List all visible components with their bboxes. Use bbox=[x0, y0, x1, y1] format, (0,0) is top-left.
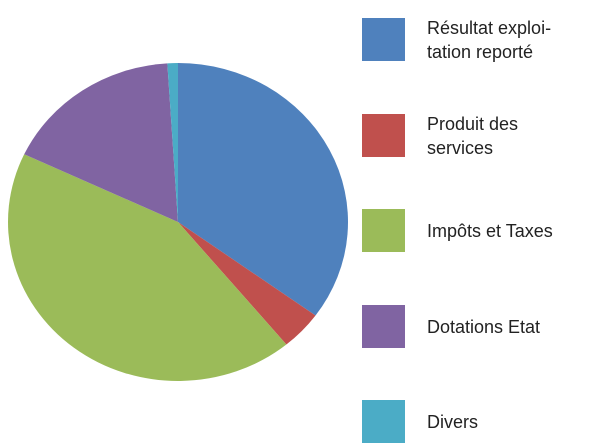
pie-slice bbox=[178, 63, 348, 316]
legend-entry: Dotations Etat bbox=[362, 304, 594, 349]
legend-entry: Produit des services bbox=[362, 113, 594, 158]
pie-slice bbox=[8, 154, 287, 381]
legend-swatch bbox=[362, 209, 405, 252]
legend-swatch bbox=[362, 113, 405, 157]
legend-label: Impôts et Taxes bbox=[427, 221, 553, 241]
legend-swatch bbox=[362, 304, 405, 348]
legend-label: Divers bbox=[427, 412, 479, 432]
pie-slice bbox=[178, 222, 316, 345]
legend-entry: Divers bbox=[362, 400, 594, 444]
legend-label: Résultat exploi- tation reporté bbox=[427, 18, 552, 62]
legend-swatch bbox=[362, 400, 405, 443]
legend-entry: Impôts et Taxes bbox=[362, 209, 594, 253]
legend-entry: Résultat exploi- tation reporté bbox=[362, 18, 594, 62]
legend-label: Dotations Etat bbox=[427, 316, 541, 337]
pie-slice bbox=[24, 63, 179, 222]
legend-swatch bbox=[362, 18, 405, 61]
pie-slice bbox=[167, 63, 178, 222]
legend-label: Produit des services bbox=[427, 113, 519, 158]
pie bbox=[8, 63, 348, 381]
